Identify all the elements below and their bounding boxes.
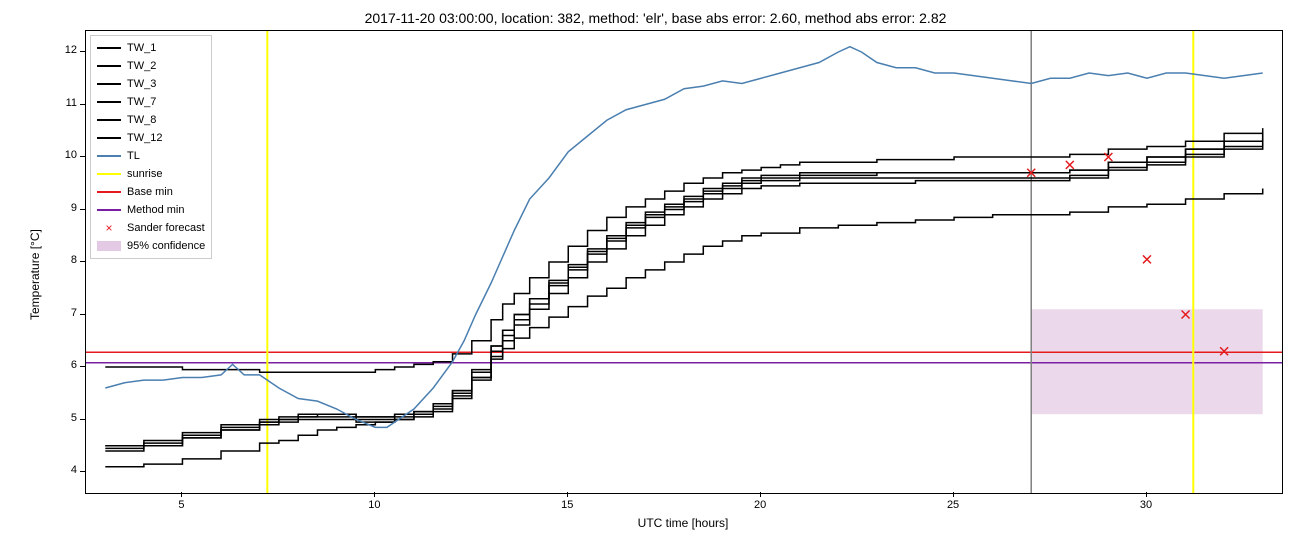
- x-tick: [181, 492, 182, 497]
- y-tick: [80, 314, 85, 315]
- x-tick-label: 20: [750, 499, 770, 511]
- y-tick: [80, 209, 85, 210]
- legend-item: 95% confidence: [97, 237, 205, 255]
- legend-label: Base min: [127, 186, 173, 198]
- legend-label: sunrise: [127, 168, 162, 180]
- legend-label: TW_1: [127, 42, 156, 54]
- legend-item: TW_1: [97, 39, 205, 57]
- legend-item: TW_7: [97, 93, 205, 111]
- y-tick-label: 9: [71, 202, 77, 214]
- x-tick: [1146, 492, 1147, 497]
- legend-label: TW_12: [127, 132, 162, 144]
- y-tick-label: 11: [66, 97, 77, 109]
- legend-swatch: [97, 42, 121, 54]
- x-axis-label: UTC time [hours]: [85, 516, 1281, 530]
- y-tick: [80, 104, 85, 105]
- x-tick-label: 15: [557, 499, 577, 511]
- chart-container: 2017-11-20 03:00:00, location: 382, meth…: [10, 10, 1301, 537]
- chart-title: 2017-11-20 03:00:00, location: 382, meth…: [10, 10, 1301, 26]
- x-tick-label: 5: [171, 499, 191, 511]
- legend-item: TW_3: [97, 75, 205, 93]
- legend-item: TW_2: [97, 57, 205, 75]
- legend-item: sunrise: [97, 165, 205, 183]
- x-tick: [374, 492, 375, 497]
- legend-swatch: [97, 150, 121, 162]
- legend-item: TW_12: [97, 129, 205, 147]
- legend-item: × Sander forecast: [97, 219, 205, 237]
- x-tick: [760, 492, 761, 497]
- y-tick: [80, 471, 85, 472]
- y-tick: [80, 51, 85, 52]
- y-tick-label: 6: [71, 359, 77, 371]
- legend-item: Method min: [97, 201, 205, 219]
- y-tick-label: 8: [71, 254, 77, 266]
- legend-swatch: [97, 240, 121, 252]
- y-tick: [80, 261, 85, 262]
- legend-label: TL: [127, 150, 140, 162]
- x-tick-label: 30: [1136, 499, 1156, 511]
- legend-swatch: [97, 96, 121, 108]
- legend-item: TL: [97, 147, 205, 165]
- x-tick-label: 25: [943, 499, 963, 511]
- x-tick-label: 10: [364, 499, 384, 511]
- legend-item: TW_8: [97, 111, 205, 129]
- legend-swatch: [97, 60, 121, 72]
- legend-label: TW_8: [127, 114, 156, 126]
- plot-svg: [86, 31, 1282, 493]
- x-tick: [567, 492, 568, 497]
- legend-label: Sander forecast: [127, 222, 205, 234]
- legend-label: 95% confidence: [127, 240, 205, 252]
- y-tick-label: 5: [71, 412, 77, 424]
- legend-swatch: [97, 78, 121, 90]
- legend-swatch: [97, 132, 121, 144]
- plot-area: TW_1 TW_2 TW_3 TW_7 TW_8 TW_12 TL sunrise Base m…: [85, 30, 1283, 494]
- y-tick-label: 4: [71, 464, 77, 476]
- y-tick: [80, 366, 85, 367]
- y-tick-label: 10: [65, 149, 77, 161]
- legend-label: TW_3: [127, 78, 156, 90]
- legend-swatch: [97, 204, 121, 216]
- legend-swatch: ×: [97, 222, 121, 234]
- y-tick: [80, 419, 85, 420]
- legend-swatch: [97, 168, 121, 180]
- y-tick-label: 7: [71, 307, 77, 319]
- y-axis-label: Temperature [°C]: [28, 200, 42, 320]
- legend-swatch: [97, 114, 121, 126]
- x-tick: [953, 492, 954, 497]
- legend-swatch: [97, 186, 121, 198]
- legend-label: Method min: [127, 204, 184, 216]
- legend: TW_1 TW_2 TW_3 TW_7 TW_8 TW_12 TL sunrise Base m…: [90, 35, 212, 259]
- y-tick: [80, 156, 85, 157]
- legend-label: TW_2: [127, 60, 156, 72]
- y-tick-label: 12: [65, 44, 77, 56]
- legend-label: TW_7: [127, 96, 156, 108]
- legend-item: Base min: [97, 183, 205, 201]
